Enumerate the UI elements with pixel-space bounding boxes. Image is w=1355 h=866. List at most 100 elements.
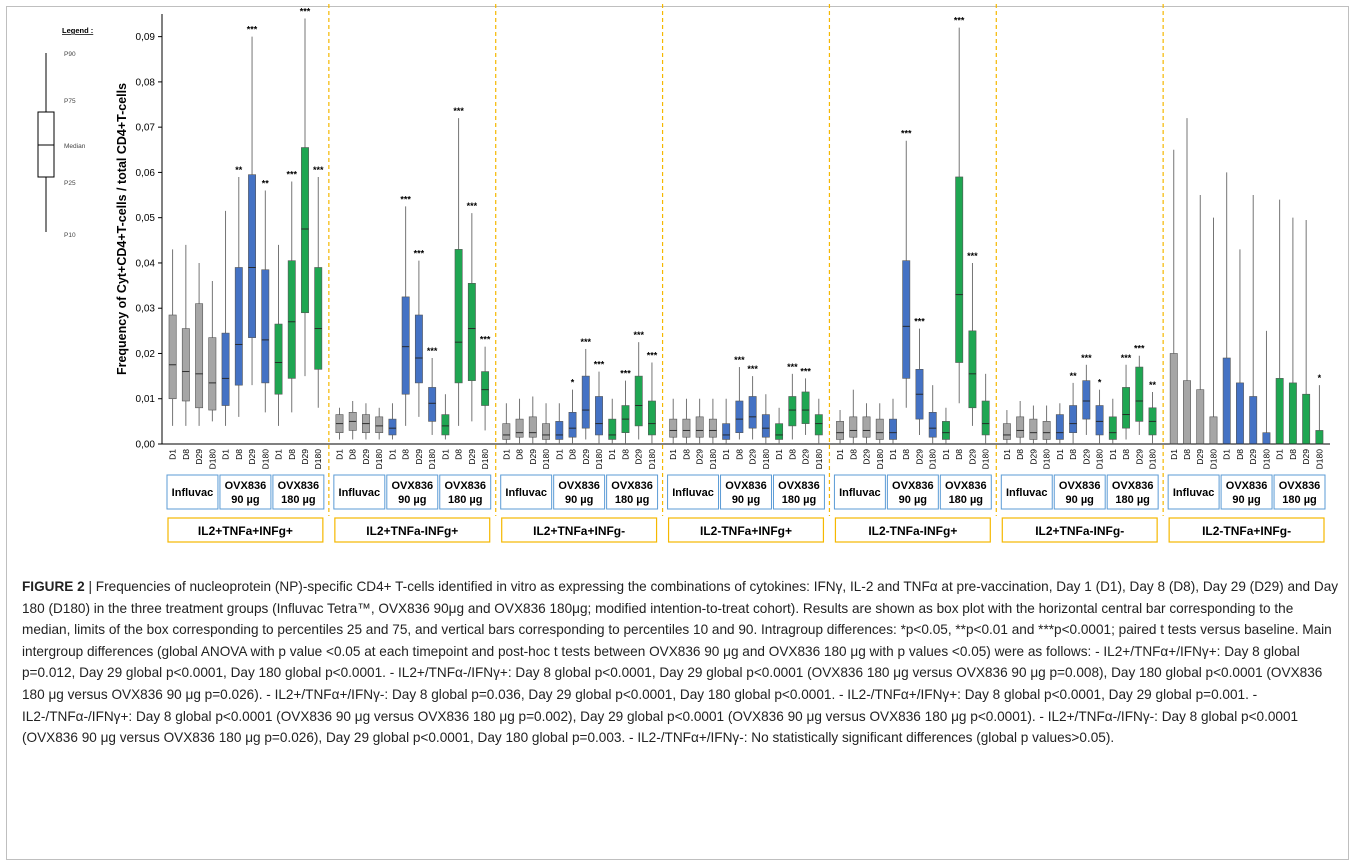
y-tick-label: 0,06 (136, 168, 156, 179)
box (775, 423, 784, 440)
y-tick-label: 0,03 (136, 304, 156, 315)
box (168, 314, 177, 400)
significance-mark: *** (1081, 353, 1092, 363)
significance-mark: *** (313, 165, 324, 175)
group-label: OVX836 (391, 480, 433, 492)
group-label: 180 µg (1115, 494, 1149, 506)
box (195, 303, 204, 409)
box (1275, 378, 1284, 445)
box (467, 283, 476, 381)
box (708, 418, 717, 438)
time-label: D29 (247, 449, 257, 465)
time-label: D1 (1002, 449, 1012, 460)
significance-mark: * (571, 378, 575, 388)
significance-mark: *** (247, 25, 258, 35)
group-label: OVX836 (1112, 480, 1154, 492)
group-label: Influvac (339, 487, 381, 499)
significance-mark: *** (453, 106, 464, 116)
panel-label-box (167, 517, 324, 543)
time-label: D8 (401, 449, 411, 460)
group-label-box (166, 474, 219, 510)
significance-mark: *** (1121, 353, 1132, 363)
significance-mark: *** (594, 360, 605, 370)
significance-mark: *** (787, 362, 798, 372)
significance-mark: *** (747, 364, 758, 374)
box (555, 421, 564, 440)
significance-mark: *** (633, 330, 644, 340)
figure-caption: FIGURE 2 | Frequencies of nucleoprotein … (22, 576, 1340, 749)
box (388, 418, 397, 436)
box (1196, 389, 1205, 445)
time-label: D29 (801, 449, 811, 465)
group-label-box (833, 474, 886, 510)
time-label: D180 (260, 449, 270, 470)
y-tick-label: 0,04 (136, 258, 156, 269)
time-label: D180 (761, 449, 771, 470)
box (761, 414, 770, 438)
time-label: D1 (554, 449, 564, 460)
panel-label-box (834, 517, 991, 543)
box (722, 423, 731, 440)
group-label: 180 µg (949, 494, 983, 506)
time-label: D29 (1081, 449, 1091, 465)
box (942, 421, 950, 440)
legend-label-p75: P75 (64, 98, 76, 105)
group-label: Influvac (172, 487, 214, 499)
group-label-box (772, 474, 825, 510)
group-label-box (606, 474, 659, 510)
box (274, 323, 283, 395)
significance-mark: *** (914, 317, 925, 327)
box (428, 387, 437, 422)
time-label: D29 (695, 449, 705, 465)
time-label: D8 (1015, 449, 1025, 460)
time-label: D1 (774, 449, 784, 460)
box (1082, 380, 1091, 420)
time-label: D180 (814, 449, 824, 470)
time-label: D8 (734, 449, 744, 460)
box (234, 267, 243, 386)
y-tick-label: 0,09 (136, 32, 156, 43)
box (902, 260, 911, 379)
group-label-box (1000, 474, 1053, 510)
box (1236, 382, 1244, 445)
time-label: D1 (1108, 449, 1118, 460)
box (1169, 353, 1178, 445)
significance-mark: ** (262, 179, 270, 189)
time-label: D180 (1095, 449, 1105, 470)
time-label: D8 (287, 449, 297, 460)
time-label: D1 (440, 449, 450, 460)
time-label: D1 (387, 449, 397, 460)
box (287, 260, 296, 379)
box (502, 423, 511, 440)
group-label: Influvac (1006, 487, 1048, 499)
group-label: Influvac (1173, 487, 1215, 499)
box (301, 147, 309, 314)
time-label: D1 (1222, 449, 1232, 460)
time-label: D180 (981, 449, 991, 470)
box (695, 416, 704, 438)
significance-mark: *** (734, 355, 745, 365)
group-label-box (333, 474, 386, 510)
time-label: D1 (1275, 449, 1285, 460)
group-label-box (720, 474, 772, 510)
group-label: 90 µg (1232, 494, 1260, 506)
box (441, 414, 450, 436)
box (889, 418, 897, 440)
group-label: 90 µg (732, 494, 760, 506)
panel-label: IL2+TNFa-INFg- (1035, 524, 1124, 538)
group-label-box (1220, 474, 1273, 510)
group-label: OVX836 (945, 480, 987, 492)
box (1262, 432, 1271, 445)
time-label: D1 (721, 449, 731, 460)
time-label: D180 (1314, 449, 1324, 470)
box (1222, 357, 1231, 445)
time-label: D29 (1195, 449, 1205, 465)
group-label-box (1167, 474, 1220, 510)
box-plot-area: ****************************************… (168, 4, 1324, 516)
y-tick-label: 0,00 (136, 440, 156, 451)
group-label: Influvac (839, 487, 881, 499)
box (735, 400, 744, 433)
panel-label-box (667, 517, 825, 543)
panel-label-box (334, 517, 491, 543)
significance-mark: *** (967, 251, 978, 261)
